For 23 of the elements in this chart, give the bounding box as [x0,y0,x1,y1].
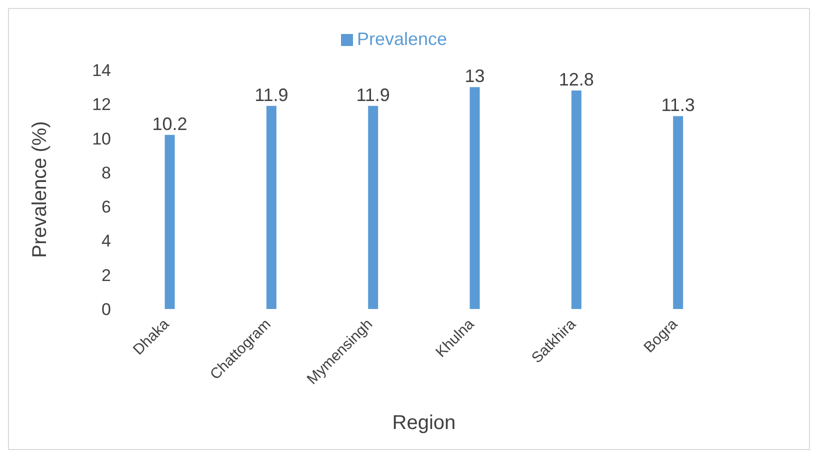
data-label: 13 [464,66,485,86]
y-axis-title: Prevalence (%) [29,121,52,258]
bar [571,90,582,309]
data-label: 11.9 [254,84,288,105]
data-label: 11.9 [356,84,390,105]
y-tick-label: 12 [92,95,111,114]
bar [470,87,480,309]
bar [368,106,378,309]
y-tick-label: 6 [102,198,111,217]
y-tick-label: 10 [92,129,111,148]
y-tick-label: 0 [102,300,111,320]
data-label: 11.3 [661,95,695,116]
y-tick-label: 14 [92,61,111,80]
data-label: 10.2 [152,114,188,134]
x-axis-title: Region [392,412,456,434]
y-tick-label: 2 [102,266,111,285]
data-label: 12.8 [558,69,594,90]
bar [266,106,276,309]
bar [164,134,175,309]
y-tick-label: 4 [102,232,111,251]
bar [673,116,684,309]
legend-label: Prevalence [356,29,448,49]
y-tick-label: 8 [102,163,111,182]
